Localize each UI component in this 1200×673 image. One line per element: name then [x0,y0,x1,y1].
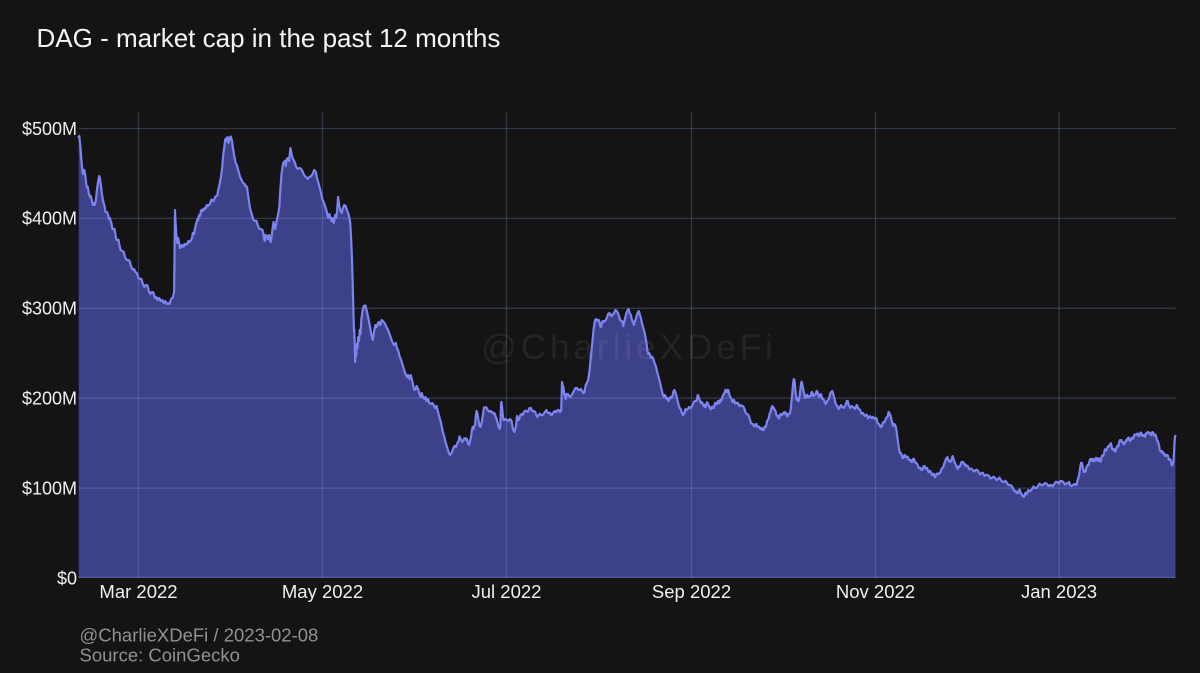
svg-text:$300M: $300M [22,299,77,319]
svg-text:Sep 2022: Sep 2022 [652,581,731,602]
svg-text:DAG - market cap in the past 1: DAG - market cap in the past 12 months [37,23,501,53]
svg-text:$500M: $500M [22,119,77,139]
svg-text:@CharlieXDeFi: @CharlieXDeFi [481,328,777,367]
svg-text:$400M: $400M [22,209,77,229]
svg-text:Jan 2023: Jan 2023 [1021,581,1097,602]
svg-text:$0: $0 [57,568,77,588]
svg-text:May 2022: May 2022 [282,581,363,602]
svg-text:Source: CoinGecko: Source: CoinGecko [80,645,240,666]
svg-text:Nov 2022: Nov 2022 [836,581,915,602]
svg-text:Jul 2022: Jul 2022 [472,581,542,602]
svg-text:$100M: $100M [22,478,77,498]
svg-text:$200M: $200M [22,389,77,409]
svg-text:@CharlieXDeFi / 2023-02-08: @CharlieXDeFi / 2023-02-08 [80,625,319,646]
svg-text:Mar 2022: Mar 2022 [99,581,177,602]
